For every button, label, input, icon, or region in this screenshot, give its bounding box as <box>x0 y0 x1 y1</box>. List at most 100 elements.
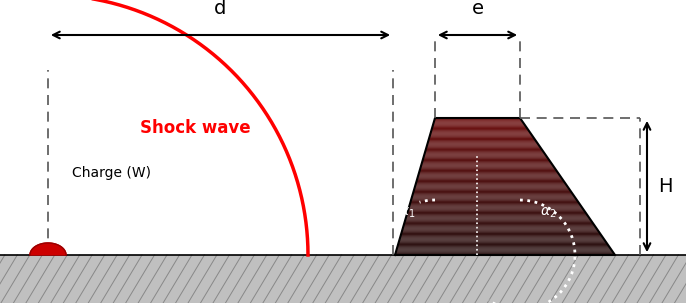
Polygon shape <box>420 168 556 169</box>
Polygon shape <box>412 195 573 196</box>
Polygon shape <box>402 231 599 232</box>
Text: H: H <box>658 177 672 196</box>
Polygon shape <box>401 235 602 236</box>
Bar <box>0 255 686 303</box>
Polygon shape <box>417 178 563 179</box>
Polygon shape <box>405 219 591 220</box>
Polygon shape <box>397 246 609 247</box>
Polygon shape <box>397 247 610 248</box>
Polygon shape <box>435 118 521 119</box>
Polygon shape <box>416 183 565 184</box>
Polygon shape <box>399 239 605 240</box>
Polygon shape <box>417 177 562 178</box>
Polygon shape <box>434 123 524 124</box>
Polygon shape <box>410 201 578 202</box>
Polygon shape <box>399 240 606 241</box>
Polygon shape <box>401 234 601 235</box>
Polygon shape <box>421 167 555 168</box>
Polygon shape <box>422 163 552 164</box>
Polygon shape <box>396 251 613 252</box>
Polygon shape <box>395 253 615 254</box>
Polygon shape <box>414 191 571 192</box>
Polygon shape <box>404 223 593 224</box>
Polygon shape <box>413 192 572 193</box>
Polygon shape <box>423 156 547 157</box>
Polygon shape <box>420 170 557 171</box>
Polygon shape <box>410 202 579 203</box>
Polygon shape <box>411 199 577 200</box>
Polygon shape <box>418 175 560 176</box>
Polygon shape <box>416 184 566 185</box>
Polygon shape <box>425 152 544 153</box>
Polygon shape <box>421 165 554 166</box>
Polygon shape <box>423 157 548 158</box>
Polygon shape <box>401 233 600 234</box>
Polygon shape <box>427 143 538 144</box>
Polygon shape <box>414 189 570 190</box>
Polygon shape <box>434 119 521 120</box>
Polygon shape <box>434 121 523 122</box>
Polygon shape <box>427 146 541 147</box>
Polygon shape <box>415 187 568 188</box>
Polygon shape <box>428 141 536 142</box>
Text: Charge (W): Charge (W) <box>72 166 151 180</box>
Polygon shape <box>429 135 532 136</box>
Polygon shape <box>403 227 596 228</box>
Polygon shape <box>416 182 565 183</box>
Polygon shape <box>409 206 582 207</box>
Polygon shape <box>404 222 593 223</box>
Polygon shape <box>424 155 547 156</box>
Polygon shape <box>406 216 589 217</box>
Polygon shape <box>403 225 595 226</box>
Polygon shape <box>404 224 594 225</box>
Polygon shape <box>421 164 552 165</box>
Polygon shape <box>416 180 564 181</box>
Polygon shape <box>428 142 537 143</box>
Polygon shape <box>429 138 534 139</box>
Polygon shape <box>397 248 611 249</box>
Polygon shape <box>410 205 581 206</box>
Text: $\alpha_1$: $\alpha_1$ <box>399 206 415 220</box>
Polygon shape <box>407 215 588 216</box>
Polygon shape <box>429 137 534 138</box>
Polygon shape <box>425 150 543 151</box>
Polygon shape <box>405 220 591 221</box>
Polygon shape <box>426 148 541 149</box>
Polygon shape <box>425 153 545 154</box>
Polygon shape <box>407 210 584 211</box>
Polygon shape <box>398 244 608 245</box>
Polygon shape <box>431 132 530 133</box>
Polygon shape <box>407 213 587 214</box>
Polygon shape <box>402 230 598 231</box>
Polygon shape <box>423 160 549 161</box>
Polygon shape <box>432 126 526 127</box>
Polygon shape <box>409 207 582 208</box>
Polygon shape <box>431 128 528 129</box>
Polygon shape <box>431 129 528 130</box>
Polygon shape <box>428 140 536 141</box>
Polygon shape <box>418 174 559 175</box>
Polygon shape <box>426 149 542 150</box>
Polygon shape <box>406 217 589 218</box>
Polygon shape <box>412 194 573 195</box>
Polygon shape <box>397 249 612 251</box>
Polygon shape <box>405 221 592 222</box>
Polygon shape <box>422 162 551 163</box>
Text: $\alpha_2$: $\alpha_2$ <box>540 206 556 220</box>
Polygon shape <box>430 134 532 135</box>
Polygon shape <box>414 188 569 189</box>
Polygon shape <box>425 154 545 155</box>
Polygon shape <box>401 232 600 233</box>
Polygon shape <box>418 173 558 174</box>
Polygon shape <box>433 125 525 126</box>
Text: e: e <box>471 0 484 18</box>
Polygon shape <box>427 145 540 146</box>
Polygon shape <box>419 172 558 173</box>
Polygon shape <box>417 179 563 180</box>
Polygon shape <box>405 218 590 219</box>
Polygon shape <box>422 161 550 162</box>
Polygon shape <box>423 158 549 159</box>
Polygon shape <box>415 185 567 187</box>
Polygon shape <box>402 229 598 230</box>
Polygon shape <box>420 169 556 170</box>
